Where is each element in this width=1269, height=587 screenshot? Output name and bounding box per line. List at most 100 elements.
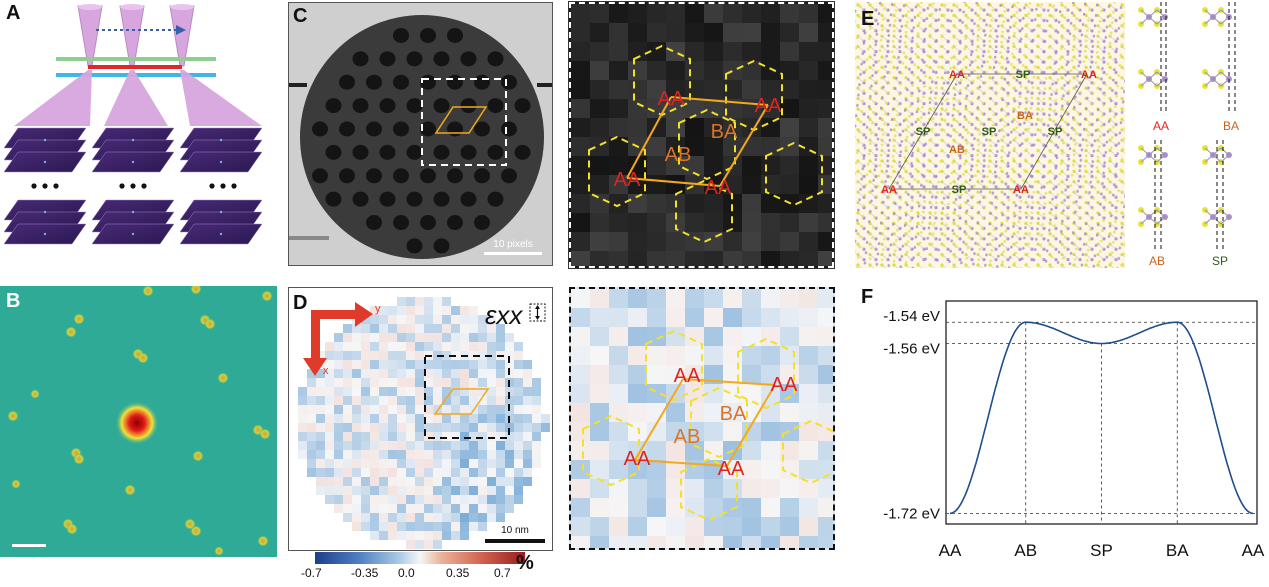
moire-holes	[312, 27, 531, 254]
diffraction-pattern	[7, 286, 273, 556]
energy-landscape-chart: -1.54 eV -1.56 eV -1.72 eV AA AB SP BA AA	[883, 300, 1265, 560]
y-tick-label: -1.72 eV	[883, 505, 940, 522]
pattern-stack-5	[91, 199, 175, 245]
colorbar	[315, 552, 525, 564]
structure-label: SP	[1212, 254, 1228, 268]
axis-x-head-icon	[303, 358, 327, 376]
label-aa: AA	[658, 88, 685, 110]
axis-x-label: x	[323, 365, 329, 377]
panel-d-label: D	[293, 292, 308, 314]
moire-cell-lines	[634, 378, 776, 467]
virtual-dark-field: 10 pixels	[289, 3, 552, 265]
scale-label: 10 pixels	[493, 239, 532, 250]
pattern-stack-4	[3, 199, 87, 245]
zoom-image: AA AA AA AA AB BA	[571, 4, 832, 266]
beam-3	[180, 70, 262, 126]
layer-green	[56, 57, 216, 61]
series-energy-line	[949, 321, 1254, 515]
panel-c-image: 10 pixels C	[288, 2, 553, 266]
panel-a-label: A	[6, 2, 21, 24]
hexagon-outlines	[588, 44, 823, 244]
label-aa: AA	[718, 458, 745, 480]
axis-y-head-icon	[355, 302, 373, 327]
colorbar-ticks: -0.7 -0.35 0.0 0.35 0.7	[300, 566, 540, 582]
label-aa: AA	[624, 448, 651, 470]
label-aa: AA	[771, 374, 798, 396]
label-sp: SP	[1048, 126, 1063, 138]
pattern-stack-3	[179, 127, 263, 173]
label-ba: BA	[1017, 110, 1033, 122]
x-tick-label: AA	[1242, 541, 1265, 560]
colorbar-tick: -0.7	[301, 566, 322, 580]
ellipsis-dots	[31, 183, 237, 189]
scale-bar	[12, 544, 46, 547]
colorbar-tick: 0.0	[398, 566, 415, 580]
central-beam	[115, 401, 159, 445]
label-sp: SP	[916, 126, 931, 138]
label-sp: SP	[982, 126, 997, 138]
zoom-box	[424, 355, 510, 439]
label-sp: SP	[1016, 69, 1031, 81]
panel-b-label: B	[6, 290, 21, 312]
panel-e-side-views: AA BA AB SP	[1133, 0, 1269, 272]
beam-2	[104, 70, 168, 126]
zoom-box	[421, 78, 507, 166]
y-tick-label: -1.56 eV	[883, 340, 940, 357]
moire-unit-cell	[434, 106, 488, 134]
x-tick-label: AB	[1014, 541, 1037, 560]
label-ba: BA	[720, 403, 747, 425]
y-tick-label: -1.54 eV	[883, 308, 940, 325]
moire-atomic-model: AA AA AA AA SP SP SP SP SP AB BA	[855, 2, 1125, 268]
x-tick-label: AA	[939, 541, 962, 560]
x-tick-label: BA	[1166, 541, 1189, 560]
pattern-stack-2	[91, 127, 175, 173]
scan-arrow-head-icon	[176, 25, 186, 35]
panel-b: B	[0, 286, 277, 557]
scale-bar	[485, 539, 545, 543]
strain-zoom: AA AA AA AA AB BA	[571, 289, 833, 548]
hexagon-outlines	[582, 329, 833, 522]
x-tick-label: SP	[1090, 541, 1113, 560]
label-aa: AA	[949, 69, 965, 81]
label-aa: AA	[705, 177, 732, 199]
colorbar-tick: -0.35	[351, 566, 379, 580]
label-ab: AB	[674, 426, 701, 448]
panel-e: AA AA AA AA SP SP SP SP SP AB BA E	[855, 2, 1125, 268]
label-aa: AA	[881, 184, 897, 196]
panel-d-zoom: AA AA AA AA AB BA	[569, 287, 835, 550]
label-aa: AA	[674, 365, 701, 387]
axis-x-arrow	[311, 314, 320, 360]
pattern-stack-6	[179, 199, 263, 245]
panel-d-map: x y εxx 10 nm D	[288, 287, 553, 551]
strain-symbol: εxx	[485, 300, 523, 330]
axis-y-arrow	[311, 310, 357, 319]
panel-c-zoom: AA AA AA AA AB BA	[568, 1, 835, 269]
panel-c-label: C	[293, 5, 308, 27]
label-aa: AA	[1081, 69, 1097, 81]
panel-f: F -1.54 eV -1.56 eV -1.72 eV AA AB SP BA AA	[855, 284, 1269, 587]
colorbar-tick: 0.35	[446, 566, 470, 580]
moire-cell-lines	[626, 96, 769, 187]
label-aa: AA	[614, 169, 641, 191]
label-ab: AB	[665, 144, 692, 166]
axis-y-label: y	[375, 303, 381, 315]
structure-label: AB	[1149, 254, 1165, 268]
colorbar-unit: %	[516, 552, 534, 574]
beam-1	[14, 70, 92, 126]
plot-frame	[945, 300, 1258, 525]
panel-e-label: E	[861, 8, 875, 30]
label-sp: SP	[952, 184, 967, 196]
scale-bar	[484, 252, 542, 255]
scan-schematic	[3, 4, 263, 245]
bragg-spots	[7, 286, 273, 556]
direction-icon	[529, 303, 546, 322]
strain-map: x y εxx 10 nm	[298, 297, 550, 549]
label-ab: AB	[949, 144, 965, 156]
structure-label: AA	[1153, 119, 1169, 133]
label-aa: AA	[1013, 184, 1029, 196]
panel-a: A	[0, 0, 285, 275]
moire-supercell	[888, 73, 1088, 190]
label-aa: AA	[755, 95, 782, 117]
scale-label: 10 nm	[501, 525, 529, 536]
structure-label: BA	[1223, 119, 1239, 133]
